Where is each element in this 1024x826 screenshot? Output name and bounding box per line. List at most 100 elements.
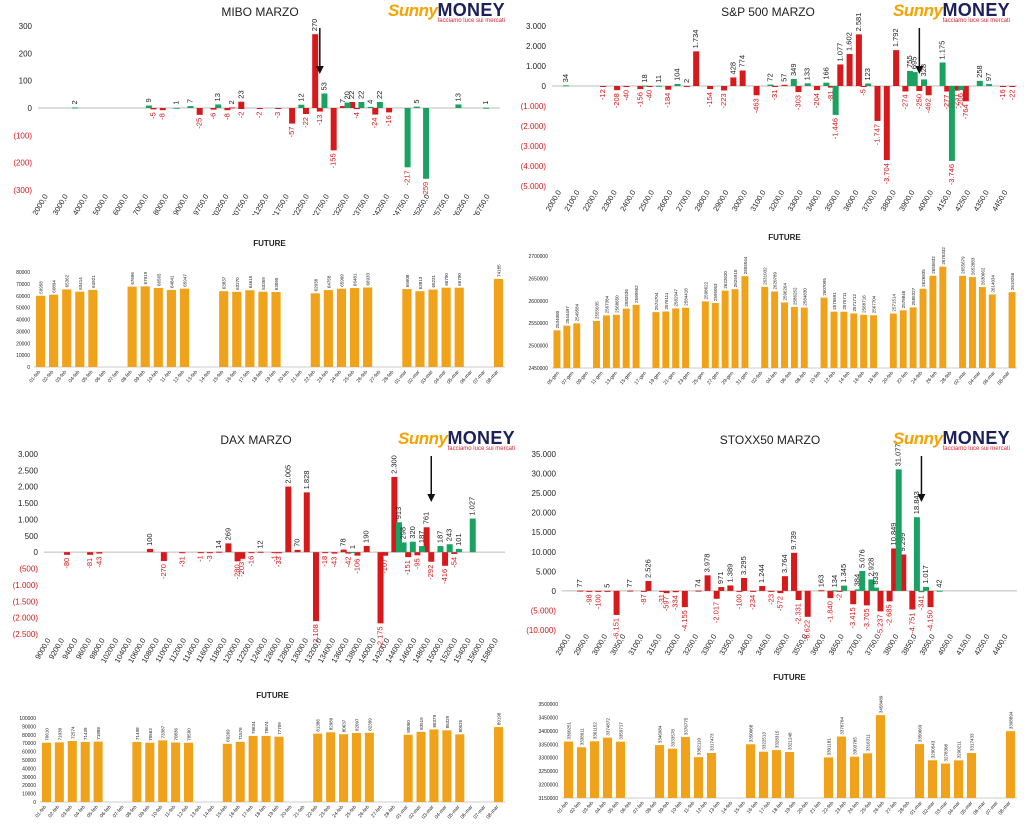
y-tick-label: 2450000 — [529, 366, 549, 372]
x-tick-label: 16000,0 — [109, 193, 130, 216]
x-tick-label: 13-feb — [185, 369, 199, 384]
future-data-label: 69269 — [225, 729, 230, 742]
x-tick-label: 20-feb — [277, 369, 291, 384]
data-label: 328 — [919, 64, 928, 77]
data-label: -98 — [584, 594, 593, 605]
x-tick-label: 09-feb — [133, 369, 147, 384]
chart-title: MIBO MARZO — [221, 5, 298, 19]
data-label: 5.076 — [857, 549, 866, 568]
data-label: -203 — [237, 562, 246, 577]
bar — [850, 590, 857, 605]
x-tick-label: 03-mar — [421, 804, 436, 820]
x-tick-label: 29-gen — [721, 370, 736, 386]
future-bar — [745, 744, 756, 798]
data-label: 163 — [816, 575, 825, 588]
future-bar — [402, 289, 412, 367]
data-label: -87 — [639, 594, 648, 605]
future-bar — [145, 742, 155, 802]
x-tick-label: 01-feb — [28, 369, 42, 384]
data-label: -1.747 — [873, 124, 882, 145]
bar — [868, 579, 875, 591]
future-bar — [310, 293, 320, 367]
x-tick-label: 04-feb — [765, 370, 779, 385]
bar — [804, 590, 811, 617]
future-bar — [232, 291, 242, 367]
x-tick-label: 2800,0 — [693, 189, 712, 213]
future-data-label: 2625910 — [733, 269, 738, 287]
y-tick-label: 3300000 — [539, 756, 559, 762]
future-data-label: 2676332 — [941, 247, 946, 265]
data-label: 971 — [716, 572, 725, 585]
bar — [741, 578, 747, 591]
x-tick-label: 04-feb — [73, 804, 87, 819]
x-tick-label: 16-feb — [746, 800, 760, 815]
bar — [377, 552, 384, 624]
future-bar — [184, 742, 194, 802]
future-data-label: 3301181 — [827, 738, 832, 756]
future-bar — [862, 753, 873, 798]
y-tick-label: 1.000 — [526, 62, 547, 71]
bar — [395, 522, 402, 553]
bar — [160, 552, 167, 562]
future-bar — [326, 732, 336, 802]
x-tick-label: 09-gen — [575, 370, 590, 386]
x-tick-label: 3800,0 — [879, 189, 898, 213]
y-tick-label: 10000 — [22, 792, 36, 798]
x-tick-label: 2100,0 — [562, 189, 581, 213]
x-tick-label: 24-feb — [329, 369, 343, 384]
data-label: 31.077 — [894, 443, 903, 466]
bar — [275, 108, 282, 109]
x-tick-label: 3650,0 — [827, 633, 846, 657]
data-label: 18 — [640, 74, 649, 82]
x-tick-label: 07-mar — [472, 369, 487, 385]
x-tick-label: 07-feb — [107, 369, 121, 384]
x-tick-label: 03-feb — [581, 800, 595, 815]
x-tick-label: 3250,0 — [681, 633, 700, 657]
future-bar — [274, 736, 284, 802]
data-label: 3.764 — [780, 554, 789, 573]
future-data-label: 3302110 — [697, 737, 702, 755]
future-bar — [54, 742, 64, 802]
bar — [206, 552, 213, 554]
x-tick-label: 25-feb — [859, 800, 873, 815]
future-data-label: 2549584 — [575, 303, 580, 321]
bar — [672, 590, 679, 593]
x-tick-label: 12-feb — [823, 370, 837, 385]
future-data-label: 3316311 — [866, 734, 871, 752]
future-data-label: 71498 — [135, 727, 140, 740]
future-title: FUTURE — [768, 233, 801, 242]
future-bar — [836, 736, 847, 798]
x-tick-label: 27-feb — [370, 804, 384, 819]
data-label: 833 — [871, 572, 880, 585]
future-bar — [870, 315, 878, 368]
future-data-label: 63359 — [261, 277, 266, 290]
future-title: FUTURE — [256, 691, 289, 700]
future-data-label: 2630662 — [980, 267, 985, 285]
data-label: -206 — [956, 93, 965, 108]
x-tick-label: 02-feb — [41, 369, 55, 384]
data-label: 1.792 — [891, 28, 900, 47]
bar — [777, 590, 784, 594]
data-label: -3.415 — [848, 607, 857, 628]
data-label: -2.685 — [885, 604, 894, 625]
bar — [976, 80, 983, 86]
future-bar — [667, 748, 678, 798]
x-tick-label: 3200,0 — [767, 189, 786, 213]
future-data-label: 80525 — [458, 719, 463, 732]
bar — [767, 84, 774, 86]
x-tick-label: 4150,0 — [934, 189, 953, 213]
data-label: -24 — [370, 118, 379, 129]
future-bar — [731, 289, 739, 368]
y-tick-label: (500) — [19, 565, 38, 574]
bar — [442, 552, 449, 566]
data-label: -2 — [835, 594, 844, 601]
x-tick-label: 2300,0 — [600, 189, 619, 213]
data-label: 243 — [445, 529, 454, 542]
chart-title: S&P 500 MARZO — [721, 5, 815, 19]
y-tick-label: (5.000) — [531, 606, 557, 615]
bar — [823, 82, 830, 86]
data-label: 2 — [227, 100, 236, 104]
future-bar — [849, 756, 860, 798]
future-data-label: 3338911 — [580, 728, 585, 746]
future-data-label: 2631032 — [763, 267, 768, 285]
